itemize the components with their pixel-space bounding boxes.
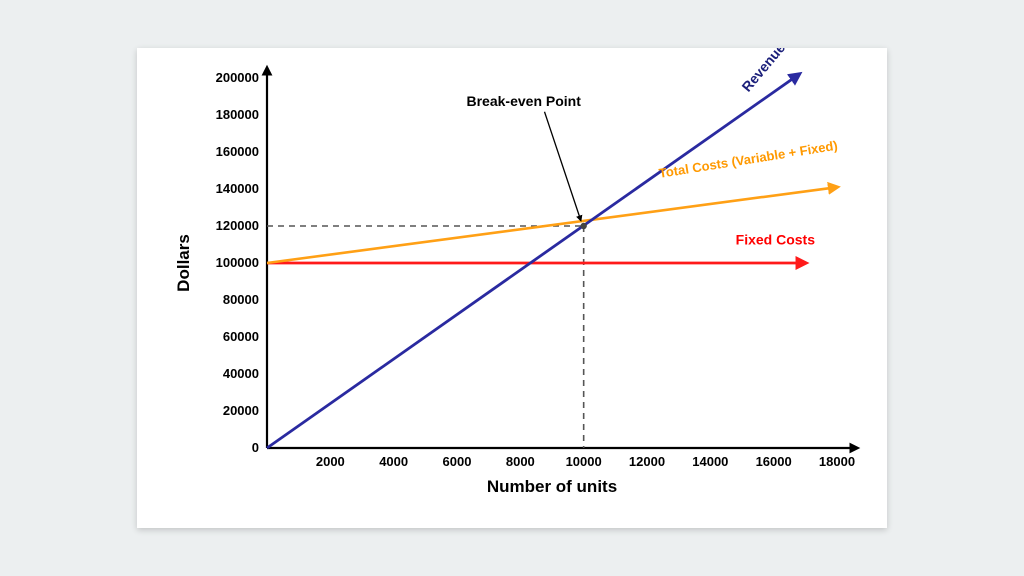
y-tick-label: 80000 — [223, 292, 259, 307]
y-tick-label: 140000 — [216, 181, 259, 196]
y-tick-label: 100000 — [216, 255, 259, 270]
break-even-point-marker — [580, 223, 586, 229]
total-costs-line — [267, 187, 837, 263]
x-tick-label: 16000 — [756, 454, 792, 469]
y-tick-label: 200000 — [216, 70, 259, 85]
y-tick-label: 160000 — [216, 144, 259, 159]
break-even-label: Break-even Point — [467, 93, 582, 109]
break-even-chart: 0 20000 40000 60000 80000 100000 120000 140000 1… — [137, 48, 887, 528]
y-tick-label: 0 — [252, 440, 259, 455]
x-tick-label: 8000 — [506, 454, 535, 469]
x-tick-label: 10000 — [566, 454, 602, 469]
y-axis-label: Dollars — [174, 234, 193, 292]
x-tick-label: 6000 — [443, 454, 472, 469]
chart-card: 0 20000 40000 60000 80000 100000 120000 140000 1… — [137, 48, 887, 528]
x-tick-label: 2000 — [316, 454, 345, 469]
x-tick-label: 12000 — [629, 454, 665, 469]
revenue-line — [267, 74, 799, 448]
break-even-arrow — [545, 112, 581, 220]
x-axis-label: Number of units — [487, 477, 617, 496]
y-tick-label: 20000 — [223, 403, 259, 418]
y-tick-label: 60000 — [223, 329, 259, 344]
x-tick-label: 14000 — [692, 454, 728, 469]
x-tick-label: 4000 — [379, 454, 408, 469]
y-tick-label: 120000 — [216, 218, 259, 233]
x-tick-label: 18000 — [819, 454, 855, 469]
y-tick-label: 40000 — [223, 366, 259, 381]
y-tick-label: 180000 — [216, 107, 259, 122]
fixed-costs-label: Fixed Costs — [736, 232, 816, 248]
total-costs-label: Total Costs (Variable + Fixed) — [658, 138, 839, 181]
